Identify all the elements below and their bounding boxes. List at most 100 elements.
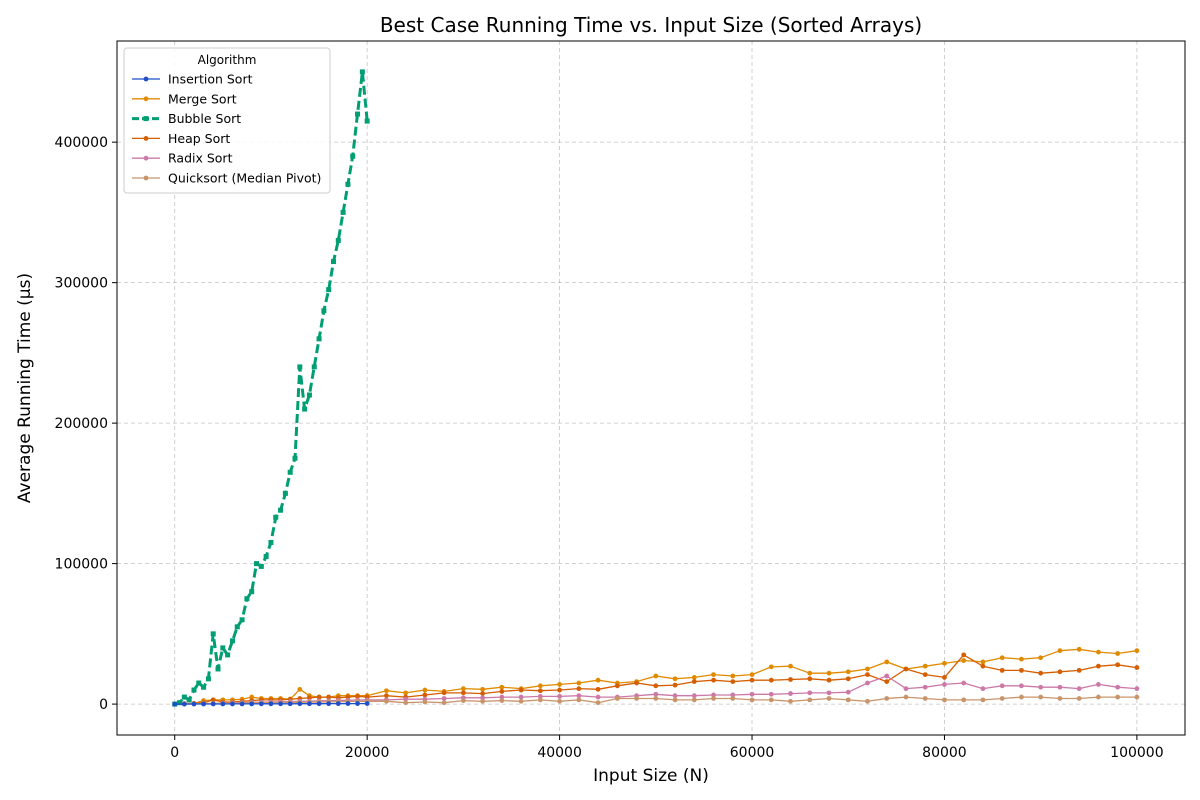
data-point (749, 691, 755, 697)
data-point (942, 682, 947, 687)
data-point (653, 673, 659, 679)
data-point (942, 675, 947, 680)
data-point (316, 336, 322, 342)
data-point (537, 683, 543, 689)
data-point (730, 673, 736, 679)
data-point (884, 679, 890, 685)
legend-swatch-marker (143, 76, 149, 82)
data-point (302, 406, 308, 412)
data-point (1076, 686, 1082, 692)
data-point (326, 701, 332, 707)
data-point (1038, 670, 1044, 676)
data-point (980, 686, 986, 692)
data-point (1115, 684, 1121, 690)
data-point (1019, 694, 1024, 700)
data-point (210, 697, 216, 703)
data-point (359, 69, 365, 75)
data-point (254, 561, 260, 567)
data-point (595, 677, 601, 683)
data-point (364, 118, 370, 124)
data-point (460, 698, 466, 703)
data-point (865, 680, 870, 686)
data-point (326, 694, 332, 700)
data-point (1134, 686, 1140, 692)
data-point (788, 691, 793, 696)
data-point (1019, 656, 1024, 662)
data-point (181, 701, 187, 707)
y-axis: 0 100000 200000 300000 400000 (55, 135, 117, 713)
legend-swatch-marker (143, 155, 149, 161)
data-point (364, 701, 370, 706)
data-point (282, 490, 288, 496)
data-point (884, 659, 890, 665)
data-point (1057, 696, 1063, 701)
data-point (807, 690, 813, 696)
data-point (557, 693, 562, 699)
data-point (807, 697, 813, 703)
data-point (922, 696, 928, 701)
y-tick-label: 0 (99, 697, 108, 713)
data-point (691, 693, 697, 699)
data-point (1096, 663, 1101, 669)
data-point (807, 670, 813, 676)
data-point (595, 694, 601, 700)
data-point (999, 667, 1005, 673)
data-point (287, 701, 293, 707)
data-point (845, 697, 851, 703)
data-point (311, 364, 317, 370)
legend: Algorithm Insertion Sort Merge Sort Bubble… (123, 47, 331, 194)
data-point (865, 672, 870, 677)
data-point (1057, 669, 1063, 675)
data-point (220, 701, 226, 707)
legend-item-merge-sort: Merge Sort (132, 91, 237, 106)
legend-title: Algorithm (198, 53, 257, 67)
data-point (576, 680, 582, 686)
data-point (634, 696, 639, 701)
data-point (518, 694, 524, 700)
data-point (191, 687, 197, 693)
data-point (307, 701, 312, 707)
legend-swatch-marker (143, 175, 149, 181)
data-point (634, 680, 639, 686)
data-point (268, 701, 274, 707)
data-point (249, 694, 255, 700)
data-point (460, 690, 466, 696)
data-point (249, 589, 255, 595)
data-point (884, 673, 890, 679)
data-point (205, 676, 211, 682)
data-point (826, 696, 832, 701)
data-point (355, 701, 360, 706)
data-point (215, 666, 221, 672)
data-point (345, 701, 351, 706)
data-point (480, 695, 486, 701)
data-point (711, 692, 716, 698)
data-point (730, 696, 736, 701)
data-point (980, 659, 986, 665)
data-point (672, 693, 678, 699)
data-point (999, 683, 1005, 689)
data-point (239, 701, 245, 707)
data-point (1134, 648, 1140, 654)
data-point (788, 698, 793, 704)
data-point (576, 686, 582, 692)
data-point (980, 663, 986, 669)
data-point (403, 690, 409, 696)
y-axis-label: Average Running Time (μs) (15, 273, 35, 503)
data-point (297, 686, 303, 692)
data-point (258, 563, 264, 569)
data-point (865, 698, 870, 704)
data-point (1057, 648, 1063, 654)
data-point (278, 701, 283, 707)
data-point (942, 697, 947, 703)
data-point (1038, 694, 1044, 700)
legend-item-insertion-sort: Insertion Sort (132, 72, 253, 87)
data-point (653, 696, 659, 701)
data-point (181, 694, 187, 700)
data-point (749, 677, 755, 683)
data-point (480, 686, 486, 692)
x-tick-label: 20000 (345, 745, 390, 761)
data-point (307, 695, 312, 701)
data-point (557, 687, 562, 693)
data-point (518, 687, 524, 693)
